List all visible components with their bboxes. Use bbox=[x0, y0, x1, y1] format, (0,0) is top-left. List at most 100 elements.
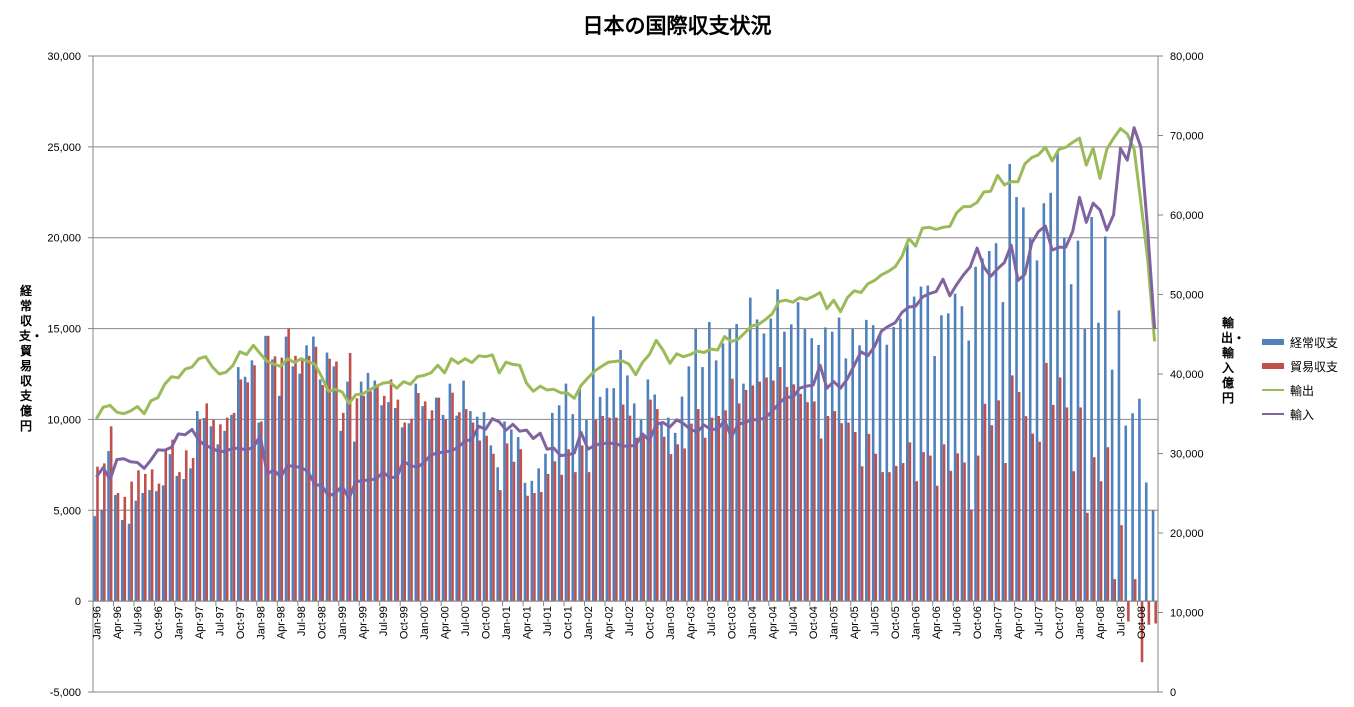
bar-current-account bbox=[960, 306, 964, 602]
bar-trade-balance bbox=[840, 423, 843, 602]
bar-trade-balance bbox=[430, 410, 434, 602]
bar-current-account bbox=[120, 519, 124, 602]
bar-current-account bbox=[1124, 425, 1128, 602]
bar-current-account bbox=[223, 430, 226, 602]
x-tick-label: Jan-04 bbox=[747, 606, 759, 640]
bar-trade-balance bbox=[710, 417, 714, 602]
x-tick-label: Jan-08 bbox=[1074, 606, 1086, 640]
bar-trade-balance bbox=[929, 455, 932, 602]
bar-trade-balance bbox=[935, 485, 939, 602]
bar-current-account bbox=[332, 366, 336, 602]
bar-current-account bbox=[318, 379, 322, 602]
bar-trade-balance bbox=[819, 438, 823, 602]
y2-tick-label: 20,000 bbox=[1170, 528, 1204, 540]
bar-trade-balance bbox=[669, 454, 673, 602]
y2-tick-label: 40,000 bbox=[1170, 369, 1204, 381]
bar-current-account bbox=[639, 419, 643, 602]
bar-current-account bbox=[605, 388, 609, 602]
bar-trade-balance bbox=[1024, 416, 1028, 602]
bar-trade-balance bbox=[178, 472, 181, 602]
bar-current-account bbox=[496, 467, 499, 602]
bar-current-account bbox=[1138, 398, 1141, 602]
bar-current-account bbox=[243, 376, 247, 602]
bar-current-account bbox=[694, 328, 697, 602]
x-tick-label: Jan-02 bbox=[583, 606, 595, 640]
bar-current-account bbox=[994, 243, 998, 602]
bar-trade-balance bbox=[417, 393, 420, 602]
bar-current-account bbox=[407, 423, 411, 602]
bar-current-account bbox=[503, 421, 506, 602]
x-tick-label: Jan-97 bbox=[173, 606, 185, 640]
bar-trade-balance bbox=[335, 361, 338, 602]
bar-trade-balance bbox=[888, 472, 891, 602]
legend-label: 輸出 bbox=[1290, 383, 1315, 398]
bar-trade-balance bbox=[1113, 579, 1117, 602]
bar-trade-balance bbox=[103, 463, 106, 602]
bar-current-account bbox=[926, 285, 930, 602]
legend: 経常収支 貿易収支 輸出 輸入 bbox=[1262, 330, 1338, 426]
bar-trade-balance bbox=[1017, 391, 1021, 602]
bar-current-account bbox=[667, 417, 670, 602]
bar-current-account bbox=[325, 352, 329, 602]
bar-current-account bbox=[271, 359, 274, 602]
bar-current-account bbox=[455, 415, 459, 602]
bar-trade-balance bbox=[649, 399, 652, 602]
bar-trade-balance bbox=[860, 466, 864, 602]
bar-current-account bbox=[1131, 413, 1134, 602]
bar-trade-balance bbox=[567, 449, 570, 602]
bar-trade-balance bbox=[826, 415, 830, 602]
bar-current-account bbox=[305, 345, 308, 602]
bar-current-account bbox=[366, 372, 370, 602]
x-tick-label: Jul-96 bbox=[132, 606, 144, 636]
bar-trade-balance bbox=[580, 445, 584, 602]
bar-trade-balance bbox=[1058, 377, 1062, 602]
bar-trade-balance bbox=[922, 452, 925, 602]
y-tick-label: 20,000 bbox=[47, 233, 81, 245]
bar-current-account bbox=[1022, 207, 1025, 602]
bar-current-account bbox=[803, 328, 807, 602]
bar-trade-balance bbox=[1086, 512, 1089, 602]
bar-current-account bbox=[824, 327, 827, 602]
bar-trade-balance bbox=[423, 401, 427, 602]
bar-current-account bbox=[585, 419, 588, 602]
bar-current-account bbox=[1063, 237, 1066, 602]
bar-trade-balance bbox=[205, 403, 209, 602]
bar-trade-balance bbox=[731, 378, 734, 602]
bar-trade-balance bbox=[280, 357, 284, 602]
bar-current-account bbox=[148, 490, 151, 602]
bar-trade-balance bbox=[574, 472, 577, 602]
bar-current-account bbox=[899, 318, 902, 602]
bar-current-account bbox=[912, 296, 916, 602]
legend-item-current-account: 経常収支 bbox=[1262, 330, 1338, 354]
bar-trade-balance bbox=[498, 490, 502, 602]
x-tick-label: Apr-06 bbox=[931, 606, 943, 639]
bar-current-account bbox=[291, 366, 295, 602]
bar-trade-balance bbox=[1011, 375, 1014, 602]
x-tick-label: Oct-01 bbox=[562, 606, 574, 639]
bar-current-account bbox=[428, 419, 431, 602]
legend-swatch bbox=[1262, 339, 1284, 345]
bar-current-account bbox=[441, 414, 445, 602]
bar-trade-balance bbox=[874, 453, 878, 602]
bar-trade-balance bbox=[772, 380, 775, 602]
bar-current-account bbox=[1015, 197, 1018, 602]
bar-current-account bbox=[755, 319, 759, 602]
bar-current-account bbox=[591, 316, 595, 602]
bar-current-account bbox=[830, 331, 834, 602]
bar-trade-balance bbox=[1051, 404, 1055, 602]
bar-current-account bbox=[202, 417, 206, 602]
bar-current-account bbox=[885, 344, 889, 602]
bar-current-account bbox=[981, 258, 984, 602]
bar-trade-balance bbox=[881, 472, 884, 602]
bar-trade-balance bbox=[601, 415, 604, 602]
bar-current-account bbox=[646, 379, 650, 602]
bar-trade-balance bbox=[1127, 601, 1130, 622]
bar-current-account bbox=[735, 324, 738, 602]
bar-current-account bbox=[858, 345, 861, 602]
bar-trade-balance bbox=[294, 355, 297, 602]
bar-current-account bbox=[789, 324, 793, 602]
bar-current-account bbox=[469, 411, 472, 602]
bar-trade-balance bbox=[806, 402, 809, 602]
x-tick-label: Apr-08 bbox=[1095, 606, 1107, 639]
bar-trade-balance bbox=[341, 412, 345, 602]
